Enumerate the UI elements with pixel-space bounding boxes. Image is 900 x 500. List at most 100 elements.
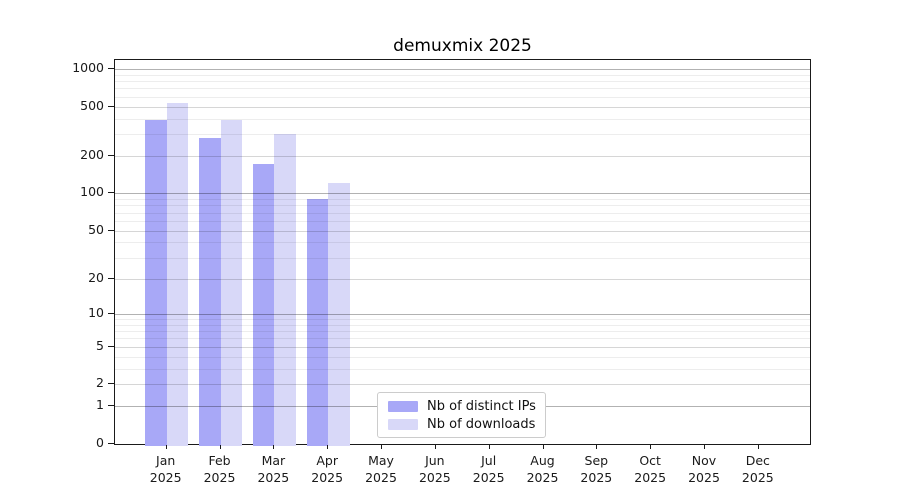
x-tick-label: Nov 2025 — [672, 452, 736, 486]
y-tick — [108, 443, 114, 444]
x-tick-year: 2025 — [634, 470, 667, 485]
y-tick — [108, 229, 114, 231]
y-tick — [108, 312, 114, 314]
gridline-major — [115, 346, 810, 348]
gridline-minor — [115, 324, 810, 326]
legend-item: Nb of distinct IPs — [388, 398, 536, 414]
gridline-minor — [115, 356, 810, 358]
y-tick — [108, 105, 114, 107]
legend-item: Nb of downloads — [388, 417, 535, 432]
gridline-minor — [115, 338, 810, 340]
chart-title: demuxmix 2025 — [393, 36, 532, 56]
gridline-major — [115, 106, 810, 108]
bar-downloads-mar — [274, 134, 296, 446]
gridline-minor — [115, 134, 810, 136]
y-tick-label: 20 — [88, 269, 104, 285]
bar-distinct-ips-feb — [199, 137, 221, 446]
x-tick — [381, 445, 383, 449]
y-tick — [108, 192, 114, 194]
legend-label: Nb of distinct IPs — [427, 398, 536, 414]
x-tick — [488, 445, 490, 449]
x-tick-year: 2025 — [257, 470, 290, 485]
legend-swatch — [388, 418, 418, 430]
x-tick-month: Jan — [156, 453, 176, 468]
legend-swatch — [388, 400, 418, 412]
gridline-minor — [115, 368, 810, 370]
x-tick-label: Dec 2025 — [726, 452, 790, 486]
x-tick-year: 2025 — [526, 470, 559, 485]
y-tick — [108, 405, 114, 407]
gridline-minor — [115, 88, 810, 90]
x-tick-month: Sep — [584, 453, 609, 468]
x-tick-label: Jun 2025 — [403, 452, 467, 486]
y-tick-label: 200 — [80, 147, 104, 163]
x-tick-year: 2025 — [418, 470, 451, 485]
y-tick-label: 1000 — [72, 59, 104, 75]
x-tick-label: Jan 2025 — [134, 452, 198, 486]
bar-downloads-feb — [220, 119, 243, 446]
legend-label: Nb of downloads — [427, 416, 536, 432]
gridline-major — [115, 193, 810, 195]
x-tick-year: 2025 — [149, 470, 182, 485]
y-tick — [108, 67, 114, 69]
x-tick — [704, 445, 705, 449]
gridline-minor — [115, 96, 810, 98]
x-tick-month: Jul — [481, 453, 497, 468]
bar-distinct-ips-apr — [306, 198, 329, 446]
bar-downloads-jan — [166, 103, 189, 446]
x-tick — [165, 445, 167, 449]
gridline-minor — [115, 331, 810, 333]
gridline-major — [115, 384, 810, 386]
x-tick-label: Mar 2025 — [241, 452, 305, 486]
gridline-minor — [115, 242, 810, 244]
gridline-major — [115, 156, 810, 158]
x-tick-month: May — [368, 453, 394, 468]
y-tick-label: 100 — [80, 184, 104, 200]
x-tick-year: 2025 — [741, 470, 774, 485]
x-tick-label: Sep 2025 — [564, 452, 628, 486]
y-tick-label: 1 — [96, 397, 104, 413]
x-tick-year: 2025 — [688, 470, 720, 485]
x-tick-label: Feb 2025 — [188, 452, 252, 486]
x-tick-year: 2025 — [365, 470, 397, 485]
x-tick-month: Feb — [208, 453, 231, 468]
x-tick — [327, 445, 329, 449]
x-tick — [542, 445, 544, 449]
x-tick-year: 2025 — [203, 470, 236, 485]
y-tick-label: 5 — [96, 337, 104, 353]
bar-distinct-ips-jan — [145, 119, 167, 446]
gridline-minor — [115, 74, 810, 76]
y-tick-label: 2 — [96, 375, 104, 391]
gridline-major — [115, 278, 810, 280]
gridline-minor — [115, 205, 810, 207]
x-tick-month: Aug — [530, 453, 555, 468]
x-tick-label: Jul 2025 — [457, 452, 521, 486]
x-tick-year: 2025 — [311, 470, 344, 485]
y-tick-label: 0 — [96, 435, 104, 450]
x-tick-year: 2025 — [580, 470, 613, 485]
x-tick — [757, 445, 759, 449]
x-tick — [219, 445, 221, 449]
x-tick-year: 2025 — [472, 470, 505, 485]
y-tick — [108, 277, 114, 279]
bar-distinct-ips-mar — [252, 163, 275, 446]
x-tick-month: Dec — [745, 453, 770, 468]
legend: Nb of distinct IPs Nb of downloads — [377, 392, 546, 438]
gridline-major — [115, 68, 810, 70]
gridline-minor — [115, 81, 810, 83]
y-tick — [108, 345, 114, 347]
gridline-major — [115, 230, 810, 232]
y-tick — [108, 155, 114, 157]
x-tick-month: Jun — [425, 453, 445, 468]
x-tick-month: Apr — [316, 453, 338, 468]
gridline-minor — [115, 212, 810, 214]
x-tick — [596, 445, 598, 449]
x-tick-month: Nov — [691, 453, 717, 468]
gridline-minor — [115, 319, 810, 320]
x-tick — [434, 445, 436, 449]
gridline-minor — [115, 199, 810, 201]
x-tick-label: Oct 2025 — [618, 452, 682, 486]
gridline-minor — [115, 257, 810, 259]
y-tick — [108, 383, 114, 385]
